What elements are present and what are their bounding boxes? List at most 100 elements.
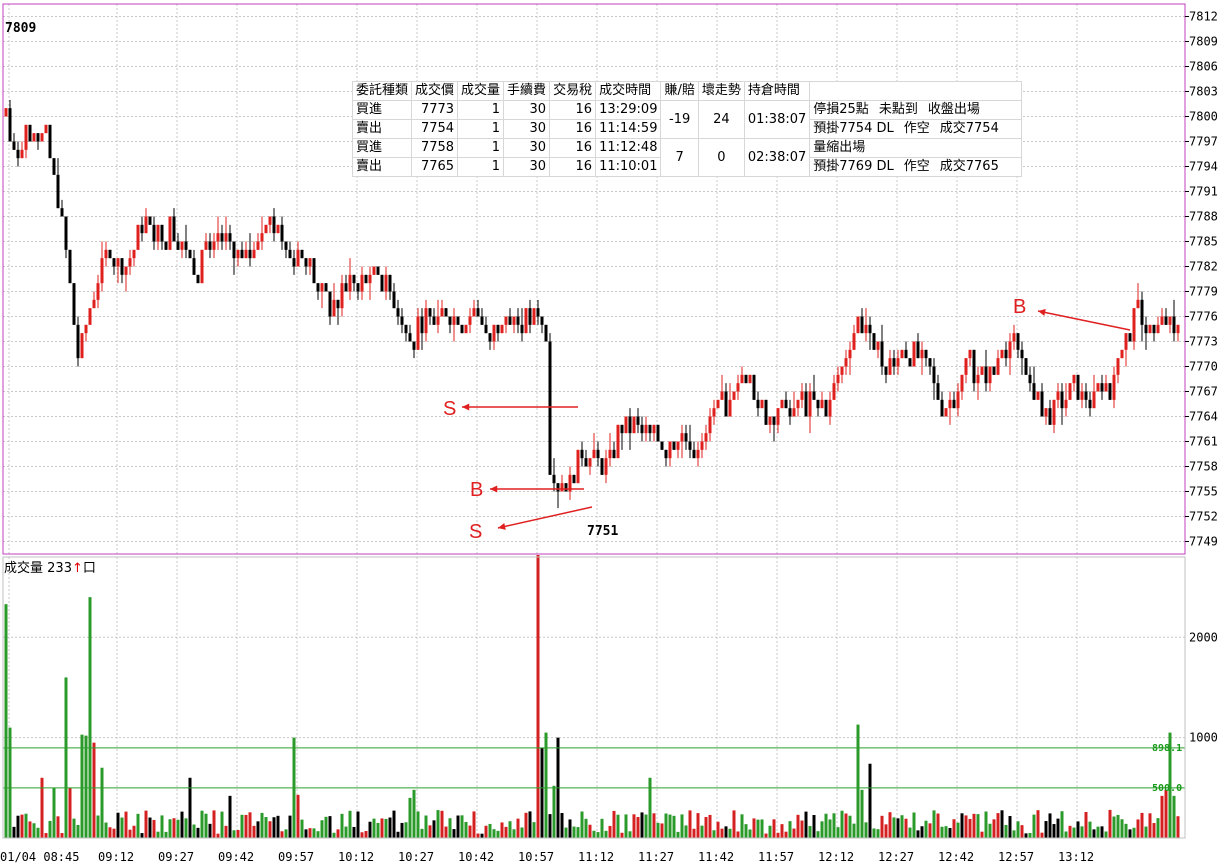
candle-body <box>344 283 348 292</box>
volume-bar <box>776 832 780 838</box>
trade-price: 7765 <box>411 157 459 177</box>
volume-bar <box>1132 827 1136 838</box>
candle-body <box>1048 408 1052 425</box>
price-tick-label: 7767 <box>1189 385 1218 399</box>
price-tick-label: 7812 <box>1189 10 1218 24</box>
candle-body <box>176 241 180 250</box>
candle-body <box>4 108 8 117</box>
volume-bar <box>424 815 428 838</box>
candle-body <box>856 316 860 334</box>
bad-trend: 24 <box>697 100 745 139</box>
volume-bar <box>928 823 932 838</box>
price-tick-label: 7806 <box>1189 60 1218 74</box>
volume-bar <box>444 826 448 838</box>
candle-body <box>500 324 504 334</box>
candle-body <box>516 316 520 325</box>
volume-bar <box>240 814 244 838</box>
volume-bar <box>596 832 600 838</box>
time-tick-label: 10:57 <box>518 850 554 864</box>
volume-bar <box>156 831 160 838</box>
candle-body <box>180 241 184 250</box>
candle-body <box>868 324 872 334</box>
volume-bar <box>388 817 392 838</box>
order-type: 買進 <box>351 138 413 158</box>
volume-bar <box>1092 829 1096 838</box>
volume-bar <box>732 810 736 838</box>
volume-bar <box>224 825 228 838</box>
volume-bar <box>144 810 148 838</box>
candle-body <box>908 358 912 367</box>
order-type: 買進 <box>351 100 413 120</box>
price-tick-label: 7770 <box>1189 360 1218 374</box>
volume-bar <box>352 826 356 838</box>
volume-bar <box>244 814 248 838</box>
volume-bar <box>852 823 856 838</box>
volume-bar <box>72 818 76 838</box>
candle-body <box>580 449 584 459</box>
volume-bar <box>92 742 96 838</box>
volume-bar <box>68 787 72 838</box>
volume-bar <box>1068 825 1072 838</box>
volume-bar <box>356 811 360 838</box>
volume-bar <box>304 829 308 838</box>
candle-body <box>628 416 632 434</box>
volume-bar <box>1116 814 1120 838</box>
candle-body <box>696 449 700 459</box>
volume-bar <box>844 813 848 838</box>
volume-bar <box>104 822 108 838</box>
candle-body <box>84 324 88 334</box>
candle-body <box>848 349 852 359</box>
candle-body <box>148 216 152 225</box>
candle-body <box>964 358 968 375</box>
volume-bar <box>1008 816 1012 838</box>
candle-body <box>852 333 856 350</box>
candle-body <box>304 258 308 267</box>
volume-bar <box>124 811 128 838</box>
volume-bar <box>696 813 700 838</box>
candle-body <box>384 274 388 292</box>
volume-bar <box>1056 818 1060 838</box>
volume-legend: 成交量 233↑口 <box>4 557 96 576</box>
candle-body <box>588 458 592 467</box>
volume-axis: 2000 1000 <box>1189 630 1218 744</box>
volume-bar <box>672 815 676 838</box>
volume-bar <box>528 811 532 838</box>
candle-body <box>8 108 12 142</box>
candle-body <box>124 266 128 275</box>
volume-bar <box>360 832 364 838</box>
volume-bar <box>520 827 524 838</box>
time-tick-label: 11:42 <box>698 850 734 864</box>
volume-bar <box>472 811 476 838</box>
table-row: 賣出 7765 1 30 16 11:10:01 預掛7769 DL 作空 成交77… <box>351 157 1023 177</box>
candle-body <box>968 349 972 359</box>
volume-bar <box>800 820 804 838</box>
price-tick-label: 7785 <box>1189 235 1218 249</box>
candle-body <box>776 408 780 425</box>
candle-body <box>88 308 92 325</box>
candle-body <box>52 158 56 175</box>
note-text: 成交7754 <box>939 121 999 136</box>
note-text: 作空 <box>903 121 930 136</box>
candle-body <box>532 308 536 325</box>
candle-body <box>684 433 688 442</box>
volume-bar <box>136 813 140 838</box>
profit-loss: 7 <box>660 138 699 177</box>
volume-bar <box>860 789 864 838</box>
candle-body <box>444 308 448 317</box>
volume-bar <box>80 734 84 838</box>
marker-arrow <box>497 506 593 529</box>
volume-bar <box>880 815 884 838</box>
volume-bar <box>872 828 876 838</box>
candle-body <box>312 258 316 284</box>
volume-bar <box>316 831 320 838</box>
volume-bar <box>396 831 400 838</box>
candle-body <box>760 399 764 409</box>
candle-body <box>116 258 120 267</box>
volume-bar <box>532 822 536 838</box>
trade-fee: 30 <box>503 157 551 177</box>
candle-body <box>884 366 888 375</box>
volume-bar <box>1108 809 1112 838</box>
volume-bar <box>1004 824 1008 838</box>
trade-note: 預掛7754 DL 作空 成交7754 <box>809 119 1023 139</box>
trade-price: 7758 <box>411 138 459 158</box>
